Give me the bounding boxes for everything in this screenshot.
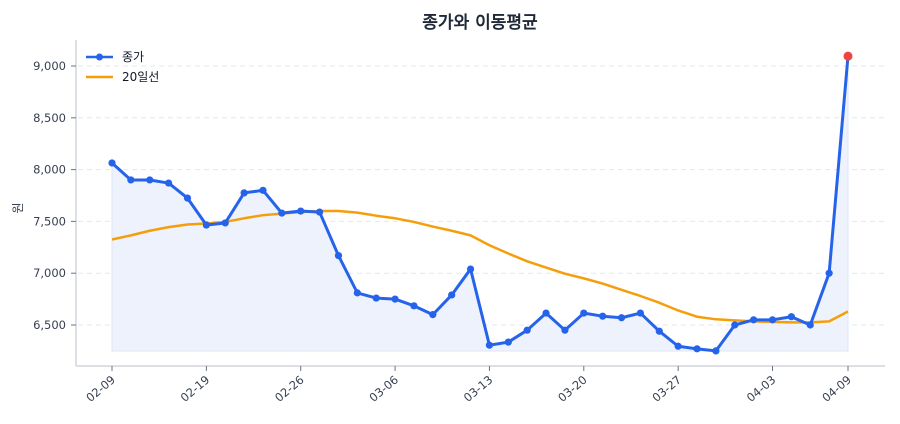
close-point: [636, 309, 645, 317]
y-tick-label: 7,500: [33, 214, 66, 228]
close-point: [674, 342, 682, 350]
close-point: [825, 269, 833, 277]
x-tick-label: 04-03: [744, 373, 779, 405]
close-point: [750, 316, 758, 324]
x-tick-label: 03-06: [366, 373, 401, 405]
close-point: [127, 176, 135, 184]
close-point: [391, 295, 399, 303]
close-point: [202, 221, 210, 229]
close-point: [580, 309, 588, 317]
y-axis-label: 원: [11, 202, 25, 213]
close-point: [466, 265, 475, 273]
close-series: [108, 51, 853, 355]
close-point: [617, 314, 626, 322]
axes: [75, 40, 885, 367]
close-point: [504, 338, 512, 346]
close-point: [561, 326, 569, 334]
close-point: [731, 321, 739, 329]
x-tick-label: 03-20: [555, 373, 590, 405]
close-point: [183, 194, 192, 202]
close-line: [110, 56, 850, 353]
close-point: [240, 189, 248, 197]
close-point: [693, 345, 701, 353]
x-tick-label: 03-13: [461, 373, 496, 405]
close-point: [278, 209, 286, 217]
close-point: [806, 321, 814, 329]
close-point: [372, 294, 380, 302]
close-point: [221, 219, 229, 227]
highlight-point: [843, 51, 853, 61]
close-point: [655, 327, 663, 335]
legend-ma20-label: 20일선: [122, 70, 159, 84]
legend-close-label: 종가: [122, 50, 144, 64]
close-point: [297, 207, 305, 215]
y-tick-label: 8,500: [33, 111, 66, 125]
x-tick-label: 03-27: [649, 373, 684, 405]
x-tick-label: 02-26: [272, 373, 307, 405]
y-tick-label: 9,000: [33, 59, 66, 73]
close-point: [165, 179, 173, 187]
close-point: [315, 208, 324, 216]
close-point: [787, 313, 795, 321]
close-point: [429, 311, 437, 319]
close-point: [768, 316, 777, 324]
chart-title: 종가와 이동평균: [422, 13, 538, 33]
x-tick-label: 02-19: [178, 373, 213, 405]
legend-close-marker-icon: [96, 53, 103, 61]
close-point: [108, 159, 116, 167]
ma20-series: [111, 209, 849, 324]
close-point: [599, 312, 607, 320]
y-tick-label: 6,500: [33, 318, 66, 332]
ma20-line: [111, 209, 849, 324]
close-point: [353, 289, 361, 297]
y-tick-label: 8,000: [33, 163, 66, 177]
y-axis-ticks: 6,500 7,000 7,500 8,000 8,500 9,000: [33, 59, 76, 332]
close-point: [410, 302, 418, 310]
close-point: [448, 291, 456, 299]
legend: 종가 20일선: [86, 50, 159, 84]
close-point: [712, 347, 720, 355]
close-point: [523, 326, 531, 334]
x-axis-ticks: 02-09 02-19 02-26 03-06 03-13 03-20 03-27 04-03…: [83, 366, 854, 405]
close-point: [146, 176, 154, 184]
x-tick-label: 02-09: [83, 373, 118, 405]
close-point: [259, 186, 267, 194]
x-tick-label: 04-09: [819, 373, 854, 405]
close-point: [542, 309, 550, 317]
close-point: [485, 341, 494, 349]
y-tick-label: 7,000: [33, 266, 66, 280]
close-point: [334, 251, 343, 260]
